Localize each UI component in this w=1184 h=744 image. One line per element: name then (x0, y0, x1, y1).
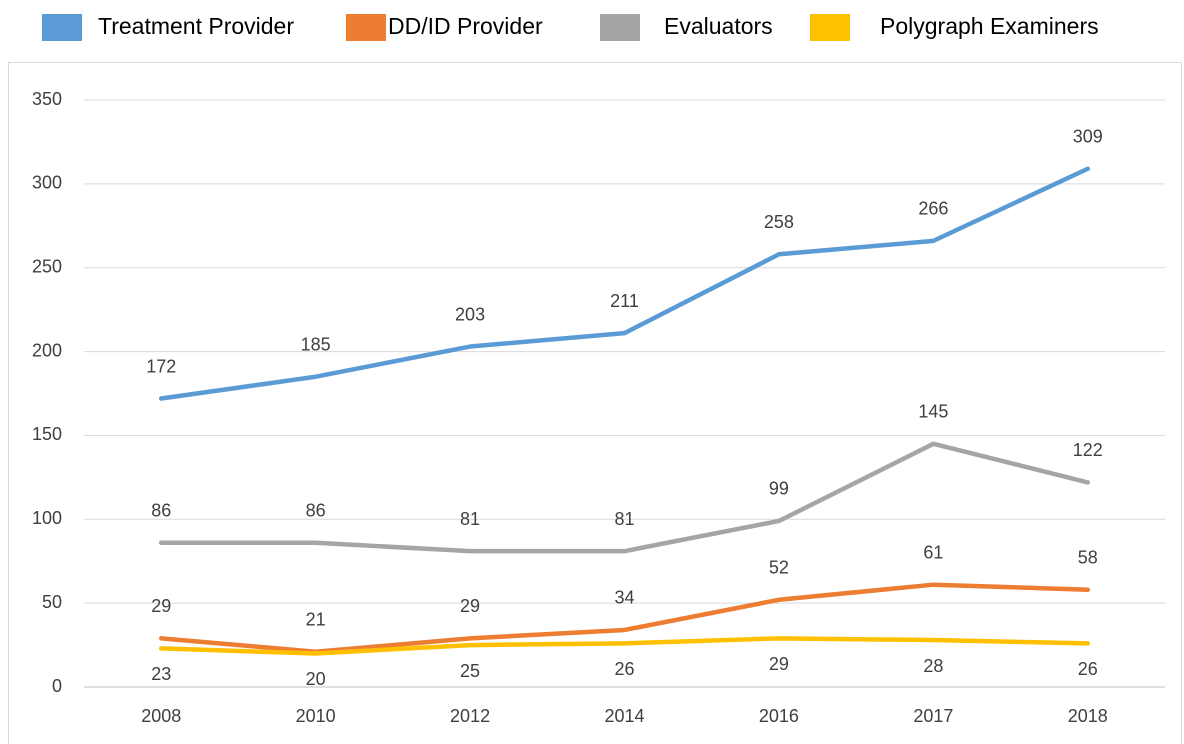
legend-swatch (600, 14, 640, 41)
y-tick-label: 200 (32, 340, 62, 360)
legend-label: Evaluators (664, 13, 773, 39)
data-label: 58 (1078, 547, 1098, 567)
legend-label: Treatment Provider (98, 13, 294, 39)
y-tick-label: 300 (32, 173, 62, 193)
data-label: 258 (764, 212, 794, 232)
y-tick-label: 50 (42, 592, 62, 612)
data-label: 203 (455, 304, 485, 324)
x-tick-label: 2008 (141, 706, 181, 726)
data-label: 20 (306, 669, 326, 689)
data-label: 34 (614, 588, 634, 608)
x-tick-label: 2014 (604, 706, 644, 726)
data-label: 211 (610, 291, 639, 311)
x-tick-label: 2010 (296, 706, 336, 726)
data-label: 81 (460, 509, 480, 529)
y-tick-label: 150 (32, 424, 62, 444)
data-label: 81 (614, 509, 634, 529)
legend-swatch (42, 14, 82, 41)
data-label: 21 (306, 610, 326, 630)
x-tick-label: 2018 (1068, 706, 1108, 726)
data-label: 86 (151, 501, 171, 521)
x-tick-label: 2012 (450, 706, 490, 726)
data-label: 266 (918, 199, 948, 219)
data-label: 29 (769, 654, 789, 674)
x-tick-label: 2017 (913, 706, 953, 726)
data-label: 26 (614, 659, 634, 679)
legend-swatch (346, 14, 386, 41)
series-line (158, 166, 1091, 401)
series-line (158, 636, 1091, 656)
data-label: 86 (306, 501, 326, 521)
data-label: 122 (1073, 440, 1103, 460)
data-label: 61 (923, 542, 943, 562)
data-label: 172 (146, 356, 176, 376)
legend-label: Polygraph Examiners (880, 13, 1099, 39)
data-label: 99 (769, 479, 789, 499)
data-label: 26 (1078, 659, 1098, 679)
data-label: 29 (460, 596, 480, 616)
y-tick-label: 250 (32, 256, 62, 276)
data-label: 23 (151, 664, 171, 684)
y-tick-label: 100 (32, 508, 62, 528)
y-tick-label: 0 (52, 676, 62, 696)
x-tick-label: 2016 (759, 706, 799, 726)
data-label: 28 (923, 656, 943, 676)
legend-label: DD/ID Provider (388, 13, 543, 39)
data-label: 52 (769, 558, 789, 578)
chart-border (8, 62, 1182, 744)
data-label: 29 (151, 596, 171, 616)
data-label: 25 (460, 661, 480, 681)
data-label: 309 (1073, 127, 1103, 147)
data-label: 185 (301, 334, 331, 354)
series-line (158, 441, 1091, 554)
data-label: 145 (918, 402, 948, 422)
legend-swatch (810, 14, 850, 41)
y-tick-label: 350 (32, 89, 62, 109)
